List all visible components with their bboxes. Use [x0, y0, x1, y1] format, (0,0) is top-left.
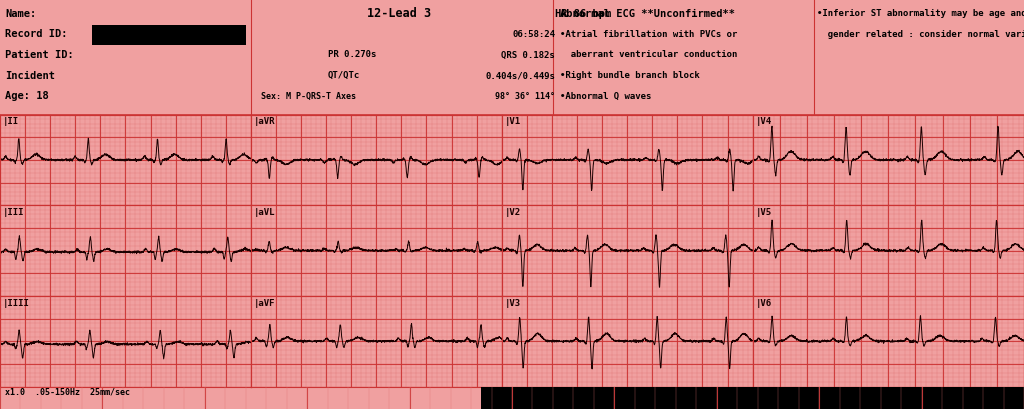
Text: Sex: M P-QRS-T Axes: Sex: M P-QRS-T Axes: [261, 92, 356, 101]
Text: Record ID:: Record ID:: [5, 29, 68, 39]
Text: |aVL: |aVL: [253, 208, 274, 217]
Text: |aVF: |aVF: [253, 299, 274, 308]
Text: |aVR: |aVR: [253, 117, 274, 126]
Text: HR 86 bpm: HR 86 bpm: [555, 9, 611, 19]
Bar: [92, 25, 246, 45]
Text: 12-Lead 3: 12-Lead 3: [368, 7, 431, 20]
Text: |V4: |V4: [756, 117, 771, 126]
Text: •Right bundle branch block: •Right bundle branch block: [560, 71, 699, 80]
Text: 06:58:24: 06:58:24: [512, 30, 555, 39]
Text: Abnormal ECG **Unconfirmed**: Abnormal ECG **Unconfirmed**: [560, 9, 735, 19]
Text: QRS 0.182s: QRS 0.182s: [502, 50, 555, 59]
Text: aberrant ventricular conduction: aberrant ventricular conduction: [560, 50, 737, 59]
Text: Name:: Name:: [5, 9, 37, 19]
Text: Incident: Incident: [5, 71, 55, 81]
Text: |V6: |V6: [756, 299, 771, 308]
Text: 0.404s/0.449s: 0.404s/0.449s: [485, 71, 555, 80]
Bar: [481, 387, 1024, 409]
Text: •Atrial fibrillation with PVCs or: •Atrial fibrillation with PVCs or: [560, 30, 737, 39]
Text: Age: 18: Age: 18: [5, 91, 49, 101]
Text: |V1: |V1: [504, 117, 520, 126]
Text: •Inferior ST abnormality may be age and: •Inferior ST abnormality may be age and: [817, 9, 1024, 18]
Text: x1.0  .05-150Hz  25mm/sec: x1.0 .05-150Hz 25mm/sec: [5, 388, 130, 397]
Text: |V2: |V2: [504, 208, 520, 217]
Text: Patient ID:: Patient ID:: [5, 50, 74, 60]
Text: |II: |II: [2, 117, 18, 126]
Text: |IIII: |IIII: [2, 299, 30, 308]
Text: •Abnormal Q waves: •Abnormal Q waves: [560, 92, 651, 101]
Text: |III: |III: [2, 208, 24, 217]
Text: |V3: |V3: [504, 299, 520, 308]
Text: QT/QTc: QT/QTc: [328, 71, 359, 80]
Text: gender related : consider normal variant: gender related : consider normal variant: [817, 30, 1024, 39]
Text: 98° 36° 114°: 98° 36° 114°: [495, 92, 555, 101]
Text: |V5: |V5: [756, 208, 771, 217]
Text: PR 0.270s: PR 0.270s: [328, 50, 376, 59]
